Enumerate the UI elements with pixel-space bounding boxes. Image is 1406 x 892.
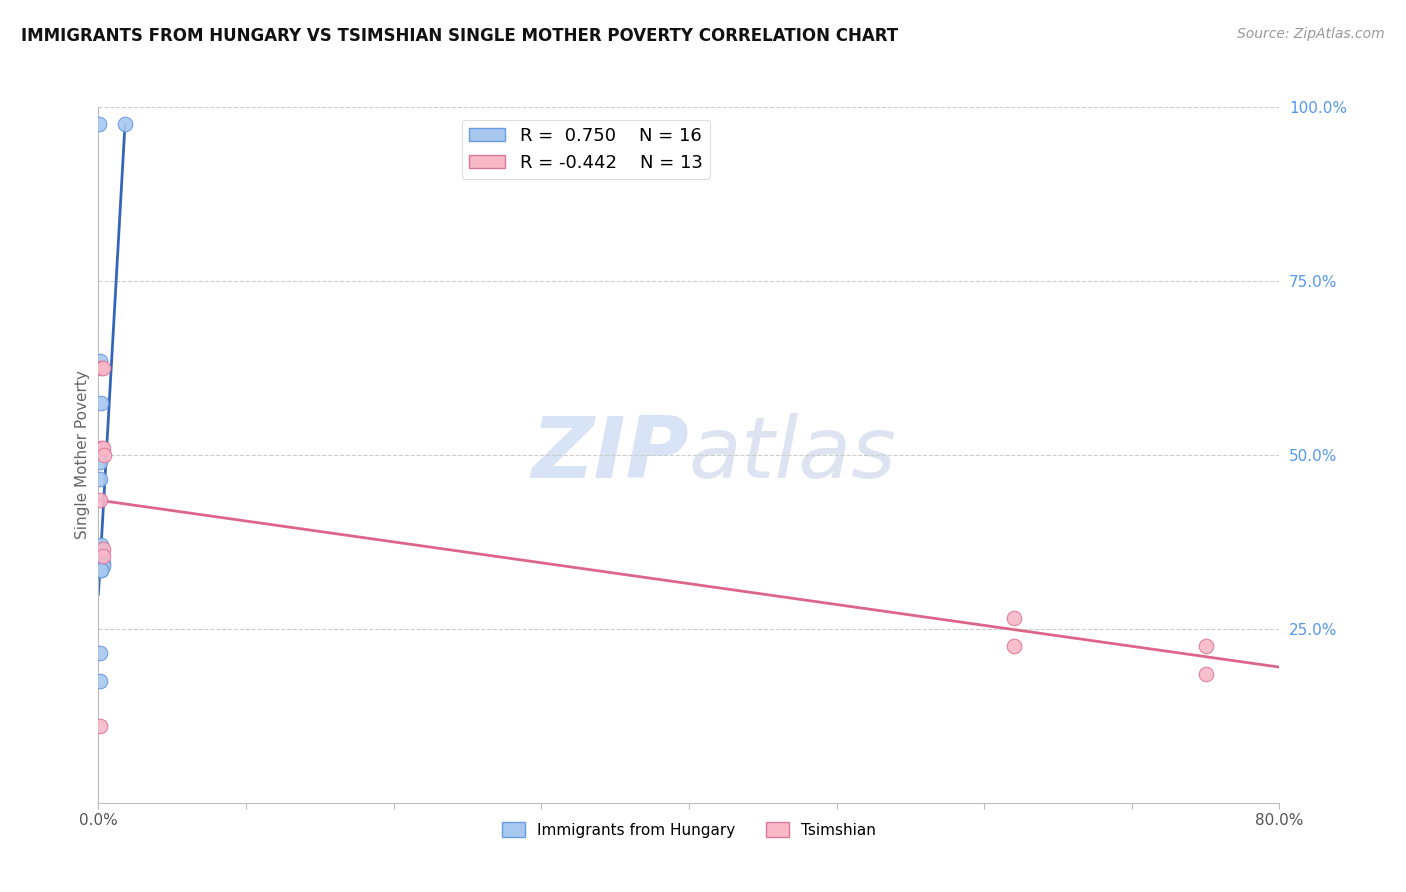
Point — [91, 541, 114, 556]
Point — [90, 396, 112, 410]
Point — [89, 117, 111, 131]
Text: Source: ZipAtlas.com: Source: ZipAtlas.com — [1237, 27, 1385, 41]
Point — [90, 360, 112, 375]
Text: atlas: atlas — [689, 413, 897, 497]
Point — [89, 455, 111, 469]
Point — [91, 441, 114, 455]
Point — [91, 559, 114, 574]
Point — [114, 117, 136, 131]
Point — [90, 545, 112, 559]
Y-axis label: Single Mother Poverty: Single Mother Poverty — [75, 370, 90, 540]
Point — [89, 719, 111, 733]
Point — [90, 556, 112, 570]
Point — [90, 549, 112, 563]
Point — [91, 549, 114, 563]
Point — [89, 472, 111, 486]
Point — [89, 646, 111, 660]
Text: ZIP: ZIP — [531, 413, 689, 497]
Point — [90, 563, 112, 577]
Point — [1195, 639, 1218, 653]
Point — [91, 360, 114, 375]
Point — [89, 493, 111, 508]
Point — [1195, 667, 1218, 681]
Point — [91, 556, 114, 570]
Point — [89, 674, 111, 689]
Point — [93, 448, 115, 462]
Point — [1002, 639, 1025, 653]
Text: IMMIGRANTS FROM HUNGARY VS TSIMSHIAN SINGLE MOTHER POVERTY CORRELATION CHART: IMMIGRANTS FROM HUNGARY VS TSIMSHIAN SIN… — [21, 27, 898, 45]
Point — [90, 538, 112, 552]
Point — [1002, 611, 1025, 625]
Point — [90, 563, 112, 577]
Point — [89, 354, 111, 368]
Point — [90, 441, 112, 455]
Legend: Immigrants from Hungary, Tsimshian: Immigrants from Hungary, Tsimshian — [496, 815, 882, 844]
